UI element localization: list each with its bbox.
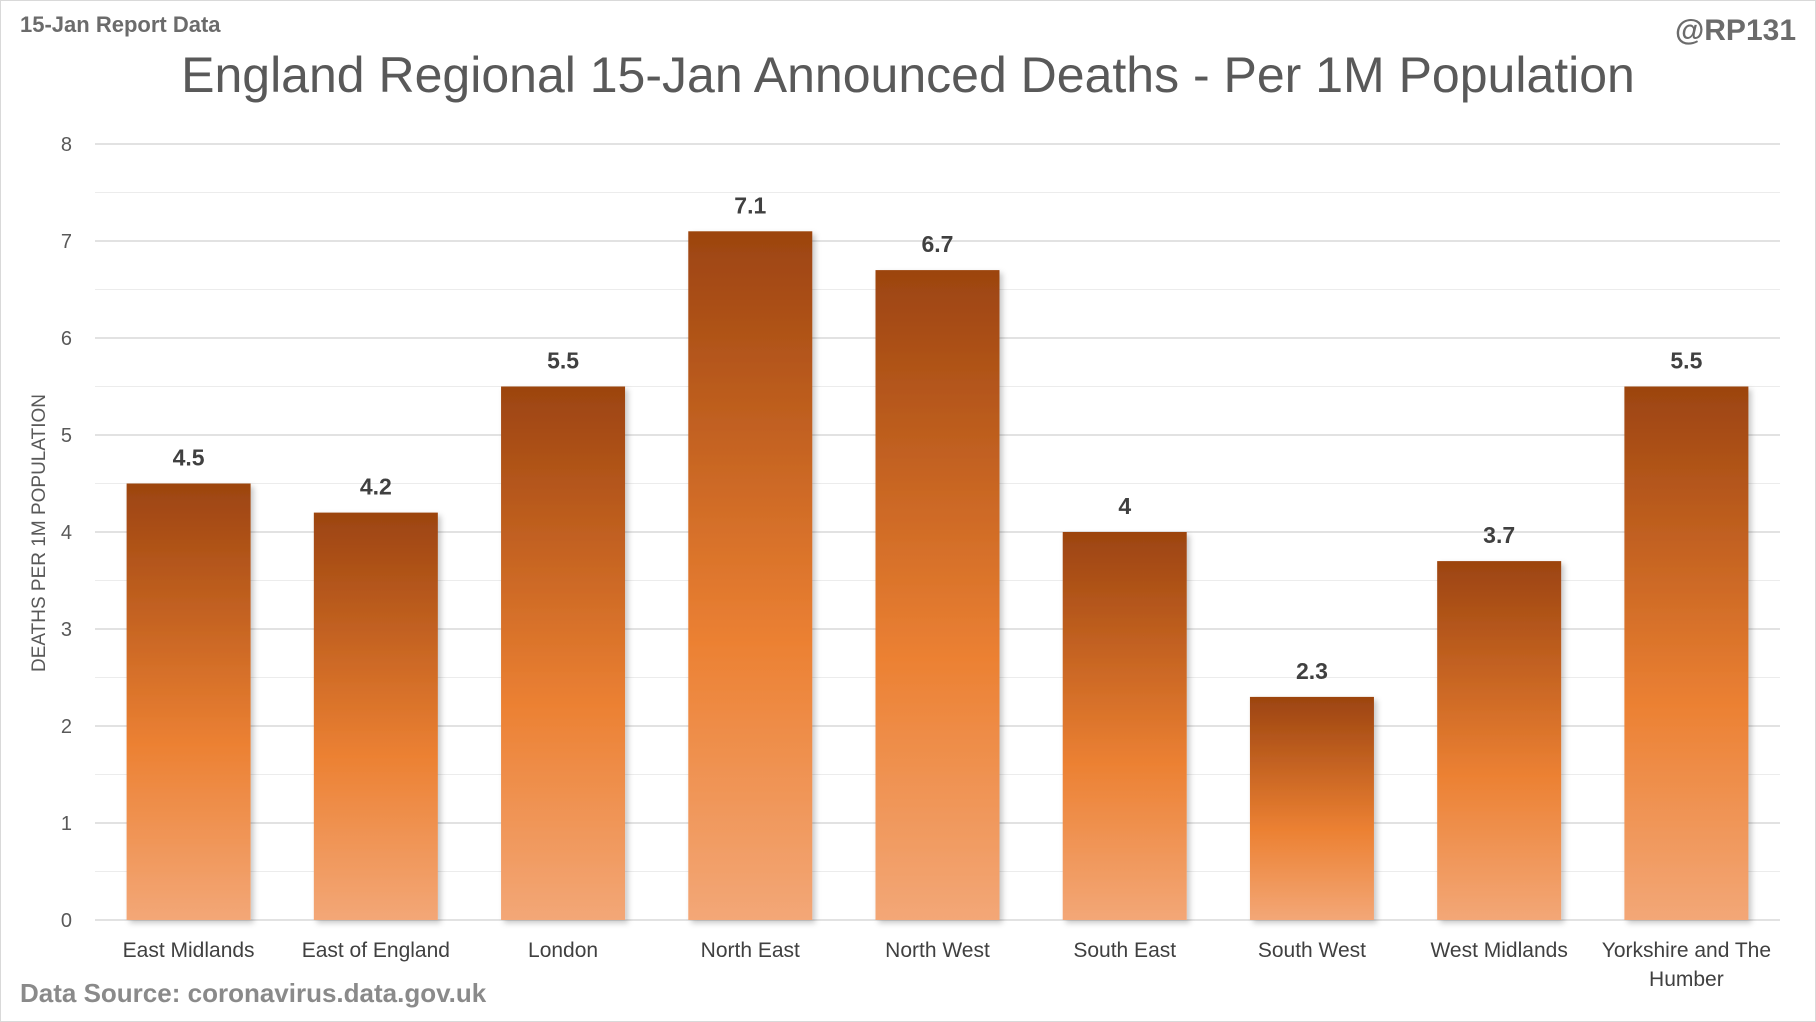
y-tick-label: 7 [61, 231, 72, 253]
y-tick-label: 4 [61, 522, 72, 544]
data-label: 4.5 [173, 445, 205, 471]
bar [126, 483, 251, 920]
data-label: 2.3 [1296, 658, 1328, 684]
bars [126, 231, 1749, 921]
data-source: Data Source: coronavirus.data.gov.uk [20, 978, 487, 1008]
y-tick-label: 2 [61, 716, 72, 738]
data-label: 5.5 [547, 348, 579, 374]
x-tick-label: West Midlands [1430, 939, 1567, 962]
chart-title: England Regional 15-Jan Announced Deaths… [181, 47, 1635, 103]
y-tick-label: 8 [61, 134, 72, 156]
bar [1437, 561, 1562, 920]
data-label: 3.7 [1483, 522, 1515, 548]
x-tick-label: South West [1258, 939, 1366, 962]
data-label: 4 [1118, 493, 1131, 519]
x-tick-label: South East [1073, 939, 1176, 962]
x-tick-label: East Midlands [123, 939, 255, 962]
bar [1624, 386, 1749, 920]
data-label: 7.1 [734, 192, 766, 218]
x-tick-label: North East [701, 939, 800, 962]
x-tick-label: East of England [302, 939, 450, 962]
y-tick-label: 6 [61, 328, 72, 350]
data-label: 5.5 [1670, 348, 1702, 374]
x-tick-label: North West [885, 939, 990, 962]
labels: 0 1 2 3 4 5 6 7 8 4.5 East Midlands 4.2 East of Engl… [61, 134, 1771, 991]
bar [1249, 696, 1374, 920]
author-handle: @RP131 [1675, 14, 1796, 47]
y-tick-label: 1 [61, 813, 72, 835]
x-tick-label: Humber [1649, 968, 1724, 991]
y-tick-label: 3 [61, 619, 72, 641]
y-tick-label: 5 [61, 425, 72, 447]
y-tick-label: 0 [61, 910, 72, 932]
bar [313, 512, 438, 920]
bar [501, 386, 626, 920]
data-label: 4.2 [360, 474, 392, 500]
bar [1062, 532, 1187, 920]
bar [875, 270, 1000, 921]
bar [688, 231, 813, 921]
x-tick-label: London [528, 939, 598, 962]
x-tick-label: Yorkshire and The [1602, 939, 1771, 962]
report-label: 15-Jan Report Data [20, 12, 221, 37]
data-label: 6.7 [922, 231, 954, 257]
